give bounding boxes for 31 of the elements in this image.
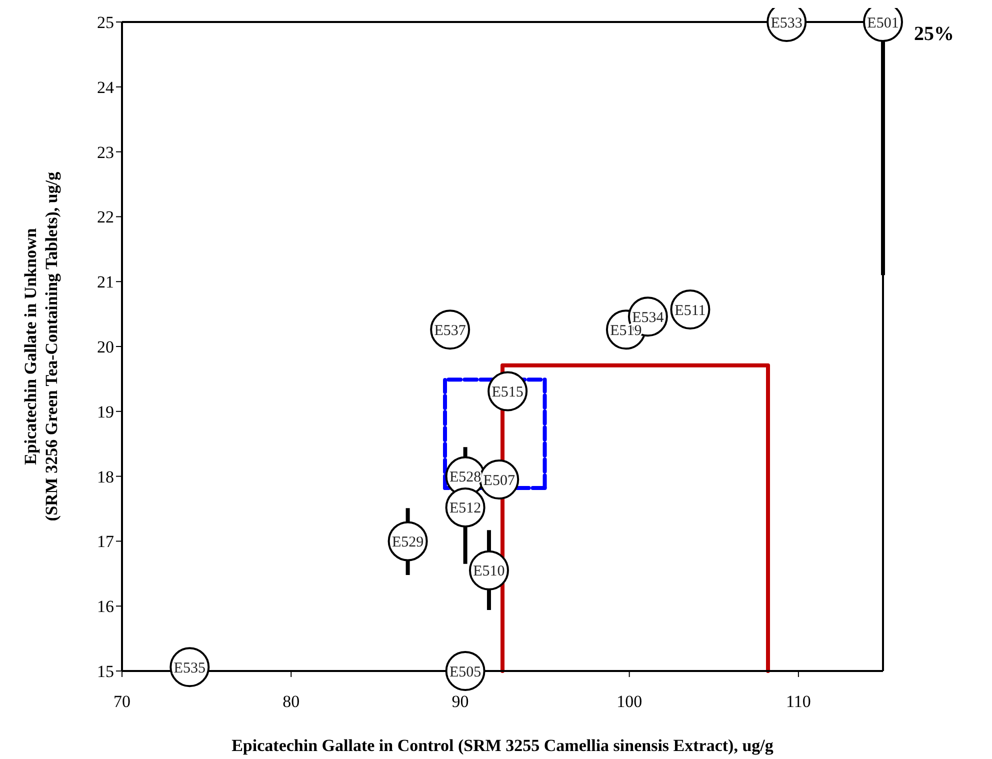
y-tick-label: 15 [97,662,114,682]
x-tick-label: 80 [282,692,300,712]
y-tick-label: 24 [97,78,114,97]
annotation: E533 [770,15,802,32]
y-tick-label: 19 [97,402,114,422]
annotation: E507 [483,472,516,489]
y-tick-label: 22 [97,208,114,227]
x-tick-label: 90 [452,692,469,712]
annotation: E505 [449,664,482,680]
y-tick-label: 25 [97,13,114,32]
y-tick-label: 21 [97,272,114,292]
y-tick-label: 20 [97,338,114,357]
annotation: E537 [434,322,466,339]
y-tick-label: 23 [97,142,114,162]
y-tick-label: 16 [97,597,114,616]
annotation: E535 [174,660,206,676]
annotation: E511 [674,302,706,319]
y-axis-title: Epicatechin Gallate in Unknown (SRM 3256 Green Tea-Containing Tablets), ug/g [21,171,61,522]
annotation: E512 [449,500,482,517]
annotation: E534 [632,310,664,326]
x-axis-title: Epicatechin Gallate in Control (SRM 3255 Camellia sinensis Extract), ug/g [232,736,774,755]
text: 25% [914,23,954,46]
x-tick-label: 110 [786,692,811,712]
annotation: E515 [492,384,524,401]
x-tick-label: 70 [114,692,130,712]
y-tick-label: 17 [97,532,114,552]
annotation: E501 [867,15,899,32]
annotation: E529 [392,534,424,550]
y-tick-label: 18 [97,467,114,486]
annotation: E510 [473,564,505,580]
x-tick-label: 100 [616,692,642,712]
